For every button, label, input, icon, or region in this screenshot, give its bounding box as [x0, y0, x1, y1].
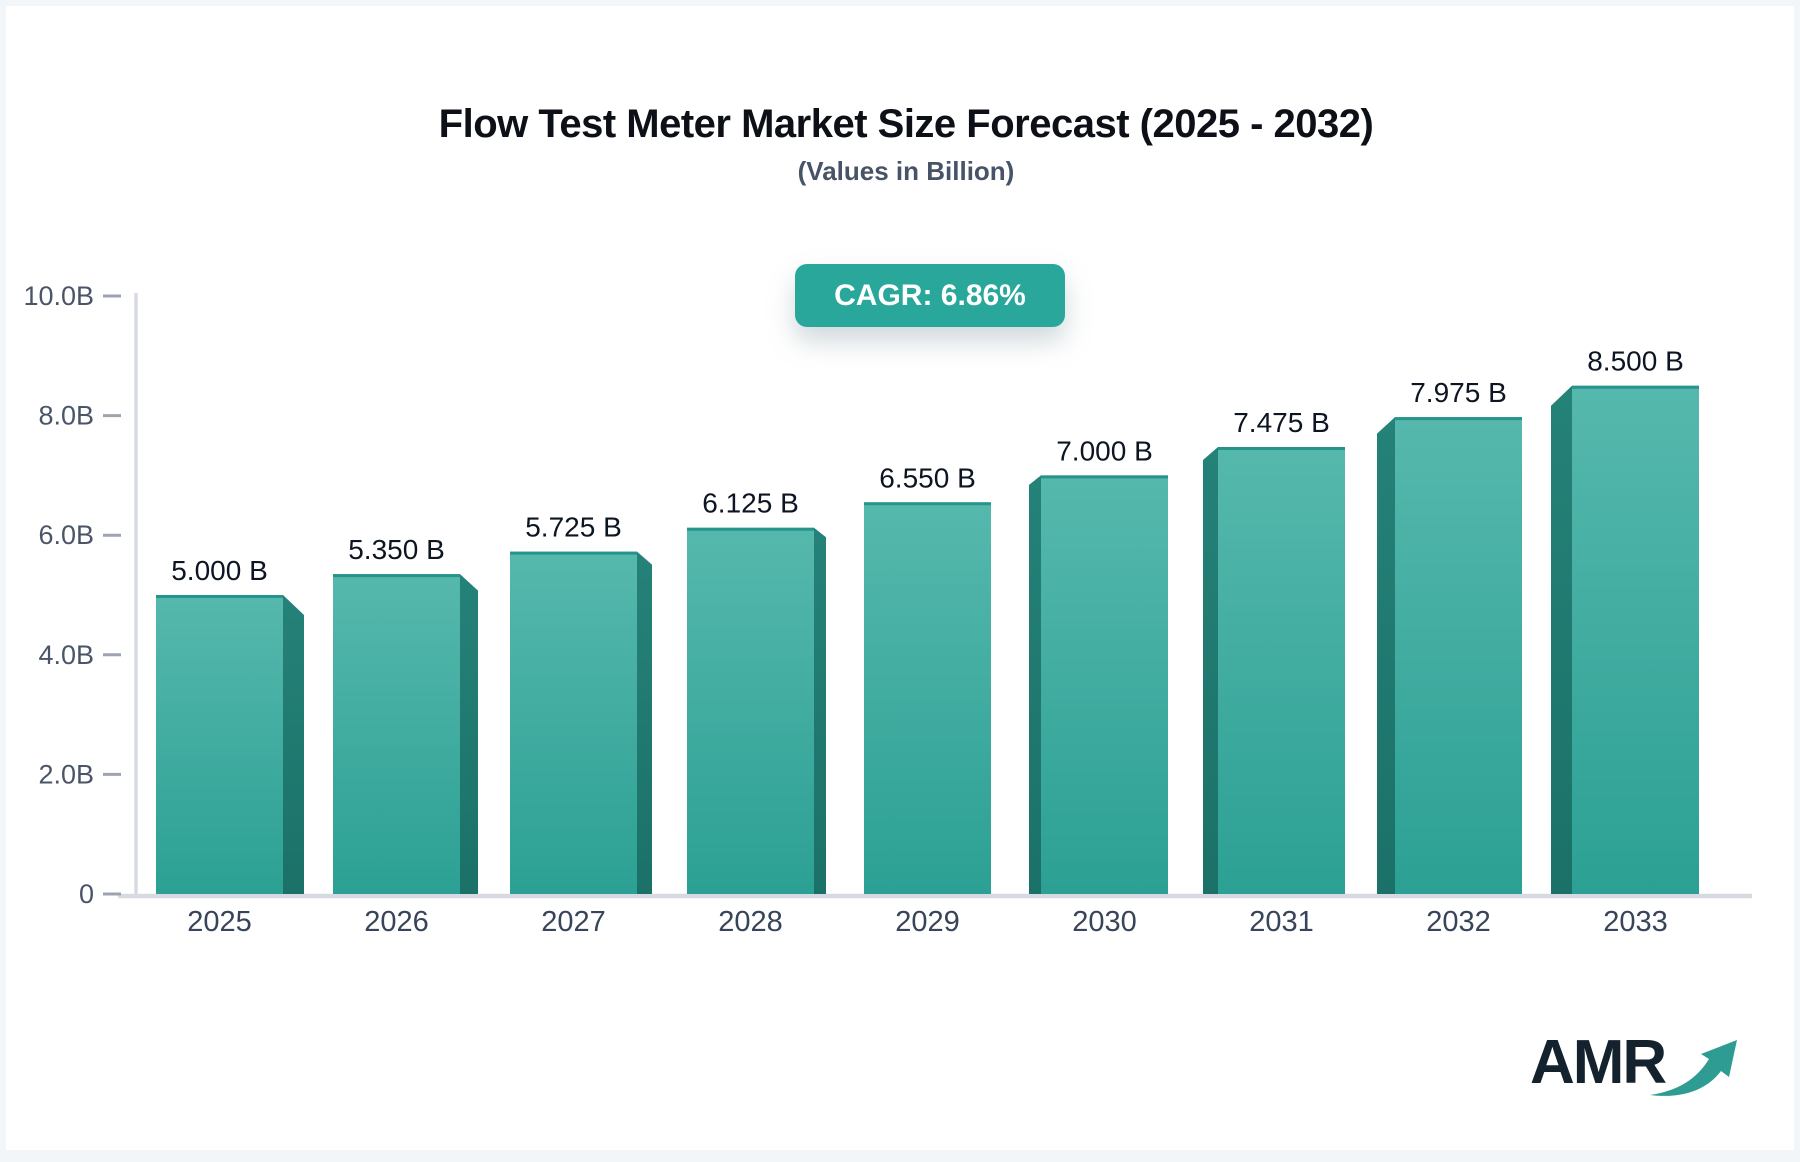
chart-title: Flow Test Meter Market Size Forecast (20…	[438, 102, 1374, 146]
bars-layer	[156, 385, 1699, 894]
bar-side-face	[1377, 417, 1395, 894]
cagr-badge-label: CAGR: 6.86%	[834, 278, 1026, 312]
bar-value-label: 8.500 B	[1587, 346, 1684, 377]
y-tick-label: 0	[79, 879, 94, 909]
x-tick-label: 2028	[718, 906, 783, 938]
bar-front-face	[1218, 446, 1345, 894]
bar-side-face	[637, 551, 652, 894]
bar	[1377, 417, 1522, 894]
brand-logo: AMR	[1530, 1032, 1741, 1102]
y-tick-label: 4.0B	[38, 640, 94, 670]
bar-front-face	[156, 595, 283, 894]
x-tick-label: 2033	[1603, 906, 1668, 938]
axis-layer: 0 2.0B 4.0B 6.0B 8.0B 10.0B	[23, 281, 1752, 909]
bar-value-label: 5.350 B	[348, 534, 445, 565]
chart-subtitle: (Values in Billion)	[797, 156, 1015, 186]
bar	[864, 502, 991, 894]
bar-value-label: 7.975 B	[1410, 377, 1507, 408]
x-tick-label: 2032	[1426, 906, 1491, 938]
bar-front-face	[1572, 385, 1699, 894]
bar	[510, 551, 652, 894]
bar-value-label: 6.125 B	[702, 488, 799, 519]
bar-side-face	[283, 595, 304, 894]
cagr-badge: CAGR: 6.86%	[795, 264, 1065, 327]
bar	[333, 574, 478, 894]
bar-side-face	[1551, 385, 1572, 894]
x-tick-label: 2026	[364, 906, 429, 938]
y-tick-label: 2.0B	[38, 759, 94, 789]
x-tick-label: 2030	[1072, 906, 1137, 938]
bar-value-label: 7.475 B	[1233, 407, 1330, 438]
bar	[156, 595, 304, 894]
bar-value-label: 7.000 B	[1056, 435, 1153, 466]
bar-front-face	[687, 527, 814, 894]
bar-side-face	[460, 574, 478, 894]
bar-front-face	[864, 502, 991, 894]
bar-front-face	[333, 574, 460, 894]
y-tick-label: 6.0B	[38, 520, 94, 550]
bar-value-label: 5.000 B	[171, 555, 268, 586]
y-tick-label: 10.0B	[23, 281, 94, 311]
bar	[1203, 446, 1345, 894]
bar-front-face	[510, 551, 637, 894]
x-tick-label: 2031	[1249, 906, 1314, 938]
chart-card: Flow Test Meter Market Size Forecast (20…	[6, 6, 1794, 1150]
bar-side-face	[1029, 475, 1041, 894]
bar-front-face	[1041, 475, 1168, 894]
bar	[687, 527, 826, 894]
x-tick-label: 2029	[895, 906, 960, 938]
labels-layer: 5.000 B 2025 5.350 B 2026 5.725 B 2027 6.125 B…	[171, 346, 1684, 938]
y-tick-label: 8.0B	[38, 401, 94, 431]
x-tick-label: 2027	[541, 906, 606, 938]
bar-chart: 0 2.0B 4.0B 6.0B 8.0B 10.0B 5.000 B 2025 5.350 …	[23, 281, 1752, 938]
growth-arrow-icon	[1650, 1040, 1738, 1096]
bar	[1029, 475, 1168, 894]
bar-side-face	[814, 527, 826, 894]
x-tick-label: 2025	[187, 906, 252, 938]
bar	[1551, 385, 1699, 894]
bar-front-face	[1395, 417, 1522, 894]
bar-value-label: 6.550 B	[879, 462, 976, 493]
bar-value-label: 5.725 B	[525, 512, 622, 543]
bar-side-face	[1203, 446, 1218, 894]
brand-logo-text: AMR	[1530, 1028, 1667, 1097]
